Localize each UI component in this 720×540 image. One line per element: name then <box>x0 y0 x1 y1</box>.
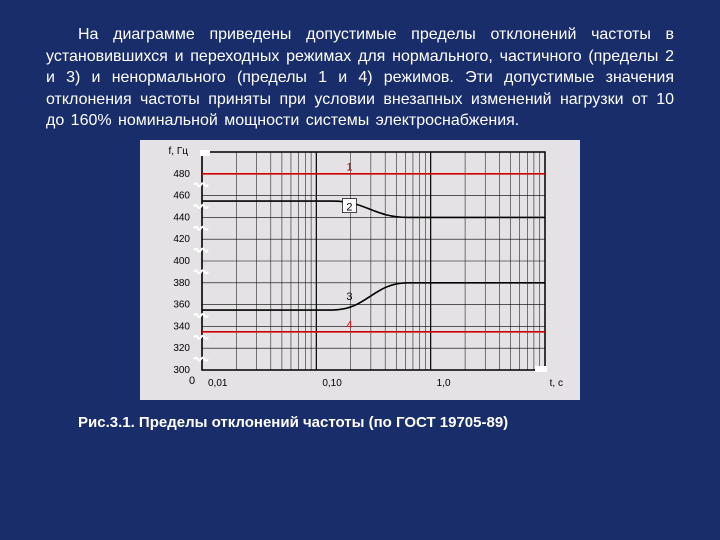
svg-text:1: 1 <box>346 161 352 173</box>
svg-text:4: 4 <box>346 319 352 331</box>
svg-text:360: 360 <box>173 300 190 311</box>
figure-caption: Рис.3.1. Пределы отклонений частоты (по … <box>46 414 674 431</box>
svg-text:460: 460 <box>173 191 190 202</box>
svg-text:320: 320 <box>173 343 190 354</box>
svg-text:480: 480 <box>173 169 190 180</box>
svg-text:0: 0 <box>189 375 195 387</box>
svg-text:3: 3 <box>346 291 352 303</box>
svg-text:340: 340 <box>173 321 190 332</box>
svg-text:f, Гц: f, Гц <box>169 146 189 157</box>
svg-text:380: 380 <box>173 278 190 289</box>
chart-container: 300320340360380400420440460480f, Гц0,010… <box>46 140 674 400</box>
svg-text:300: 300 <box>173 365 190 376</box>
paragraph-text: На диаграмме приведены допустимые предел… <box>46 24 674 132</box>
svg-text:1,0: 1,0 <box>437 378 451 389</box>
svg-text:400: 400 <box>173 256 190 267</box>
svg-text:0,01: 0,01 <box>208 378 228 389</box>
svg-text:440: 440 <box>173 212 190 223</box>
svg-text:0,10: 0,10 <box>322 378 342 389</box>
frequency-limits-chart: 300320340360380400420440460480f, Гц0,010… <box>140 140 580 400</box>
svg-text:420: 420 <box>173 234 190 245</box>
svg-text:2: 2 <box>346 202 352 214</box>
svg-text:t, с: t, с <box>550 378 563 389</box>
